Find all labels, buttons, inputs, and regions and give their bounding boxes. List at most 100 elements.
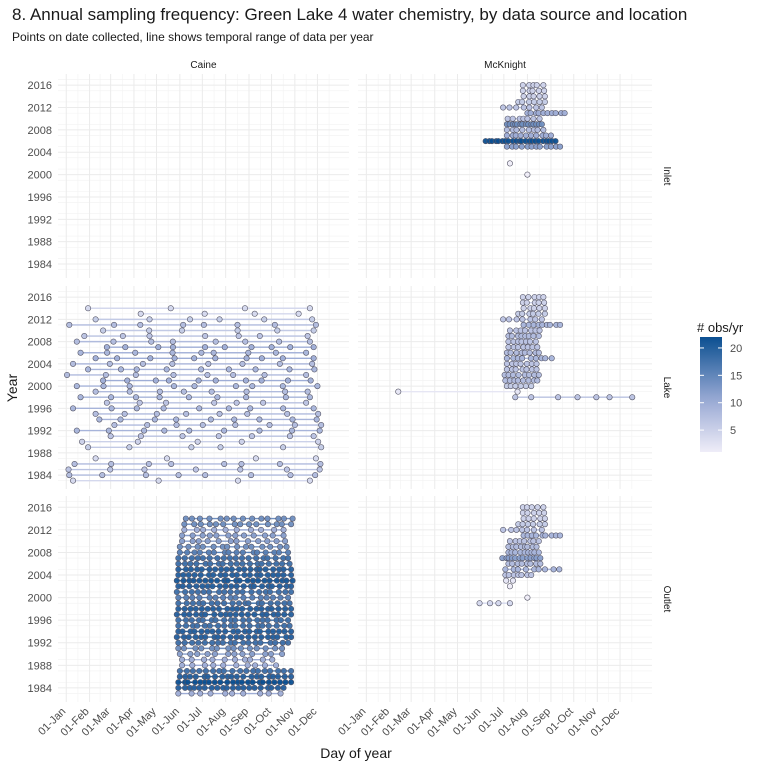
data-point: [240, 617, 247, 624]
data-point: [239, 588, 246, 595]
data-point: [274, 634, 281, 641]
data-point: [261, 662, 268, 669]
data-point: [240, 583, 247, 590]
data-point: [205, 360, 212, 367]
data-point: [258, 605, 265, 612]
data-point: [197, 690, 204, 697]
data-point: [233, 538, 240, 545]
y-tick-label: 1992: [28, 638, 52, 650]
data-point: [179, 433, 186, 440]
data-point: [279, 651, 286, 658]
data-point: [189, 538, 196, 545]
data-point: [202, 577, 209, 584]
data-point: [213, 645, 220, 652]
data-point: [133, 405, 140, 412]
data-point: [533, 82, 540, 89]
data-point: [155, 344, 162, 351]
data-point: [182, 560, 189, 567]
data-point: [146, 333, 153, 340]
data-point: [198, 605, 205, 612]
data-point: [181, 639, 188, 646]
data-point: [535, 310, 542, 317]
data-point: [288, 673, 295, 680]
data-point: [175, 617, 182, 624]
data-point: [276, 460, 283, 467]
y-tick-label: 2004: [28, 570, 52, 582]
data-point: [252, 662, 259, 669]
data-point: [163, 399, 170, 406]
data-point: [239, 515, 246, 522]
data-point: [500, 104, 507, 111]
y-tick-label: 1996: [28, 192, 52, 204]
data-point: [71, 460, 78, 467]
data-point: [273, 622, 280, 629]
data-point: [528, 394, 535, 401]
data-point: [260, 399, 267, 406]
data-point: [179, 538, 186, 545]
data-point: [169, 338, 176, 345]
data-point: [215, 433, 222, 440]
data-point: [183, 667, 190, 674]
data-point: [206, 555, 213, 562]
data-point: [207, 560, 214, 567]
data-point: [179, 532, 186, 539]
data-point: [289, 515, 296, 522]
data-point: [283, 543, 290, 550]
data-point: [254, 617, 261, 624]
data-point: [514, 344, 521, 351]
data-point: [312, 472, 319, 479]
data-point: [213, 532, 220, 539]
data-point: [280, 667, 287, 674]
data-point: [210, 549, 217, 556]
data-point: [202, 333, 209, 340]
data-point: [141, 427, 148, 434]
data-point: [230, 371, 237, 378]
data-point: [541, 87, 548, 94]
data-point: [525, 294, 532, 301]
data-point: [514, 377, 521, 384]
data-point: [233, 526, 240, 533]
data-point: [530, 93, 537, 100]
data-point: [280, 515, 287, 522]
data-point: [533, 532, 540, 539]
data-point: [161, 427, 168, 434]
column-strip-label: McKnight: [484, 60, 526, 71]
y-tick-label: 1984: [28, 259, 52, 271]
y-tick-label: 2016: [28, 292, 52, 304]
data-point: [281, 673, 288, 680]
data-point: [318, 444, 325, 451]
data-point: [146, 327, 153, 334]
data-point: [200, 588, 207, 595]
data-point: [206, 515, 213, 522]
legend-title: # obs/yr: [697, 320, 744, 335]
data-point: [136, 399, 143, 406]
data-point: [185, 634, 192, 641]
chart-subtitle: Points on date collected, line shows tem…: [12, 30, 374, 44]
data-point: [233, 583, 240, 590]
data-point: [267, 667, 274, 674]
data-point: [225, 651, 232, 658]
data-point: [288, 572, 295, 579]
data-point: [175, 600, 182, 607]
data-point: [527, 560, 534, 567]
data-point: [288, 679, 295, 686]
data-point: [528, 572, 535, 579]
data-point: [262, 645, 269, 652]
data-point: [77, 349, 84, 356]
data-point: [223, 515, 230, 522]
data-point: [263, 611, 270, 618]
data-point: [268, 344, 275, 351]
series-mcknight-inlet: [482, 82, 568, 178]
data-point: [202, 611, 209, 618]
data-point: [175, 472, 182, 479]
y-tick-label: 2000: [28, 170, 52, 182]
data-point: [254, 667, 261, 674]
data-point: [147, 355, 154, 362]
data-point: [530, 526, 537, 533]
data-point: [286, 433, 293, 440]
data-point: [248, 344, 255, 351]
data-point: [233, 634, 240, 641]
data-point: [284, 377, 291, 384]
data-point: [188, 555, 195, 562]
